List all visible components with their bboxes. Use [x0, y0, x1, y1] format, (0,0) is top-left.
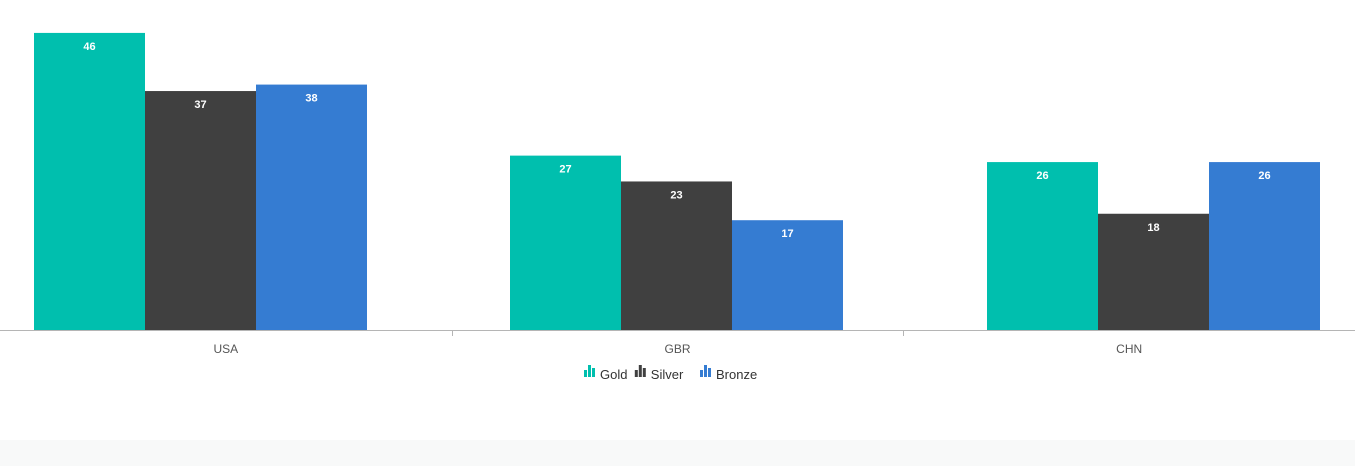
data-label-gold-chn: 26: [1036, 170, 1048, 182]
data-label-bronze-usa: 38: [305, 93, 317, 105]
bar-bronze-gbr[interactable]: [732, 220, 843, 330]
data-label-silver-gbr: 23: [670, 189, 682, 201]
legend-label-silver: Silver: [651, 367, 684, 382]
footer-strip: [0, 440, 1355, 466]
bar-bronze-usa[interactable]: [256, 84, 367, 330]
x-tick-label-chn: CHN: [1116, 342, 1142, 356]
bar-chart-icon: [700, 365, 711, 377]
x-tick-label-usa: USA: [213, 342, 238, 356]
bar-silver-usa[interactable]: [145, 91, 256, 331]
legend-label-gold: Gold: [600, 367, 627, 382]
x-axis-tick-labels: USA GBR CHN: [213, 342, 1142, 356]
bar-gold-usa[interactable]: [34, 32, 145, 331]
data-label-silver-usa: 37: [194, 99, 206, 111]
data-label-gold-usa: 46: [83, 41, 95, 53]
bar-silver-chn[interactable]: [1098, 213, 1209, 330]
data-label-bronze-chn: 26: [1258, 170, 1270, 182]
bar-gold-gbr[interactable]: [510, 155, 621, 330]
legend-item-silver[interactable]: Silver: [634, 365, 684, 382]
data-label-silver-chn: 18: [1147, 222, 1159, 234]
olympic-medals-bar-chart: 46 37 38 27 23 17 26 18 26 USA GBR CHN Gold Silver B…: [0, 32, 1355, 382]
bar-bronze-chn[interactable]: [1209, 162, 1320, 330]
data-label-bronze-gbr: 17: [781, 228, 793, 240]
bar-chart-icon: [584, 365, 595, 377]
legend: Gold Silver Bronze: [584, 365, 757, 382]
x-axis-ticks: [452, 330, 904, 336]
x-tick-label-gbr: GBR: [664, 342, 690, 356]
data-label-gold-gbr: 27: [559, 164, 571, 176]
bars-layer: [34, 32, 1320, 331]
bar-silver-gbr[interactable]: [621, 181, 732, 330]
legend-item-bronze[interactable]: Bronze: [700, 365, 757, 382]
bar-gold-chn[interactable]: [987, 162, 1098, 330]
bar-chart-icon: [634, 365, 646, 377]
legend-item-gold[interactable]: Gold: [584, 365, 627, 382]
legend-label-bronze: Bronze: [716, 367, 757, 382]
data-labels-layer: 46 37 38 27 23 17 26 18 26: [83, 41, 1270, 240]
